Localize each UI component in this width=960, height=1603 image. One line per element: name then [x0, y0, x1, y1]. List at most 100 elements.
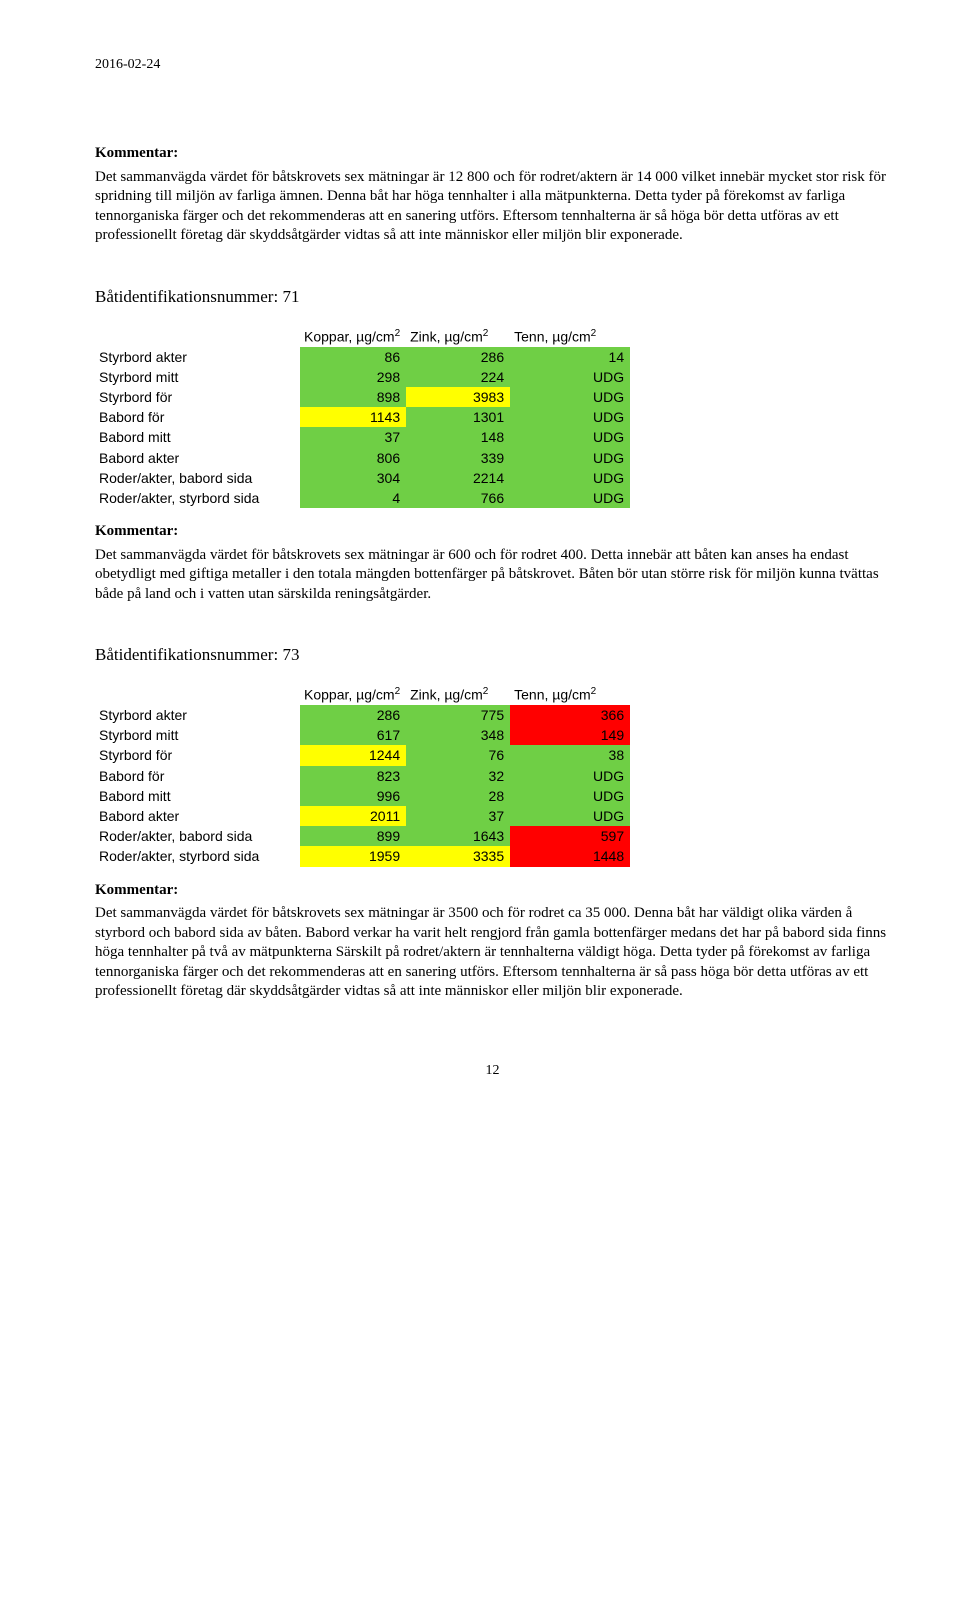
kommentar-label-top: Kommentar:	[95, 144, 890, 164]
tenn-cell: UDG	[510, 488, 630, 508]
koppar-cell: 1143	[300, 407, 406, 427]
table-row: Roder/akter, styrbord sida4766UDG	[95, 488, 630, 508]
table-row: Styrbord för12447638	[95, 745, 630, 765]
koppar-cell: 806	[300, 448, 406, 468]
row-label: Babord mitt	[95, 786, 300, 806]
zink-cell: 339	[406, 448, 510, 468]
table-row: Roder/akter, styrbord sida195933351448	[95, 846, 630, 866]
zink-cell: 286	[406, 347, 510, 367]
zink-cell: 28	[406, 786, 510, 806]
zink-cell: 76	[406, 745, 510, 765]
row-label: Styrbord för	[95, 745, 300, 765]
koppar-cell: 1959	[300, 846, 406, 866]
comment-73: Det sammanvägda värdet för båtskrovets s…	[95, 904, 890, 1002]
row-label: Babord för	[95, 407, 300, 427]
table-row: Babord för82332UDG	[95, 766, 630, 786]
tenn-cell: UDG	[510, 367, 630, 387]
zink-cell: 766	[406, 488, 510, 508]
row-label: Roder/akter, babord sida	[95, 826, 300, 846]
row-label: Styrbord akter	[95, 705, 300, 725]
koppar-cell: 2011	[300, 806, 406, 826]
zink-cell: 1643	[406, 826, 510, 846]
tenn-cell: UDG	[510, 806, 630, 826]
row-label: Styrbord akter	[95, 347, 300, 367]
tenn-cell: UDG	[510, 786, 630, 806]
row-label: Roder/akter, babord sida	[95, 468, 300, 488]
tenn-cell: 149	[510, 725, 630, 745]
kommentar-label-73: Kommentar:	[95, 881, 890, 901]
table-header-row: Koppar, µg/cm2 Zink, µg/cm2 Tenn, µg/cm2	[95, 326, 630, 347]
tenn-cell: UDG	[510, 387, 630, 407]
zink-cell: 2214	[406, 468, 510, 488]
table-row: Babord mitt99628UDG	[95, 786, 630, 806]
table-row: Babord för11431301UDG	[95, 407, 630, 427]
zink-cell: 32	[406, 766, 510, 786]
table-row: Babord mitt37148UDG	[95, 427, 630, 447]
header-blank	[95, 326, 300, 347]
table-row: Roder/akter, babord sida3042214UDG	[95, 468, 630, 488]
heading-73: Båtidentifikationsnummer: 73	[95, 644, 890, 666]
koppar-cell: 304	[300, 468, 406, 488]
koppar-cell: 823	[300, 766, 406, 786]
tenn-cell: UDG	[510, 448, 630, 468]
koppar-cell: 86	[300, 347, 406, 367]
koppar-cell: 298	[300, 367, 406, 387]
zink-cell: 348	[406, 725, 510, 745]
page-number: 12	[95, 1062, 890, 1080]
table-row: Styrbord akter8628614	[95, 347, 630, 367]
table-row: Babord akter806339UDG	[95, 448, 630, 468]
tenn-cell: UDG	[510, 766, 630, 786]
tenn-cell: 597	[510, 826, 630, 846]
header-zink: Zink, µg/cm2	[406, 326, 510, 347]
row-label: Styrbord för	[95, 387, 300, 407]
row-label: Babord mitt	[95, 427, 300, 447]
header-koppar: Koppar, µg/cm2	[300, 684, 406, 705]
row-label: Styrbord mitt	[95, 367, 300, 387]
zink-cell: 3335	[406, 846, 510, 866]
table-row: Styrbord mitt298224UDG	[95, 367, 630, 387]
zink-cell: 148	[406, 427, 510, 447]
page-date: 2016-02-24	[95, 56, 890, 74]
table-row: Roder/akter, babord sida8991643597	[95, 826, 630, 846]
tenn-cell: 38	[510, 745, 630, 765]
koppar-cell: 899	[300, 826, 406, 846]
table-row: Styrbord för8983983UDG	[95, 387, 630, 407]
top-comment: Det sammanvägda värdet för båtskrovets s…	[95, 168, 890, 246]
header-tenn: Tenn, µg/cm2	[510, 684, 630, 705]
table-row: Styrbord akter286775366	[95, 705, 630, 725]
zink-cell: 224	[406, 367, 510, 387]
row-label: Babord för	[95, 766, 300, 786]
kommentar-label-71: Kommentar:	[95, 522, 890, 542]
tenn-cell: UDG	[510, 427, 630, 447]
table-71: Koppar, µg/cm2 Zink, µg/cm2 Tenn, µg/cm2…	[95, 326, 630, 508]
tenn-cell: 14	[510, 347, 630, 367]
table-row: Styrbord mitt617348149	[95, 725, 630, 745]
koppar-cell: 1244	[300, 745, 406, 765]
table-header-row: Koppar, µg/cm2 Zink, µg/cm2 Tenn, µg/cm2	[95, 684, 630, 705]
tenn-cell: 1448	[510, 846, 630, 866]
row-label: Babord akter	[95, 448, 300, 468]
table-73: Koppar, µg/cm2 Zink, µg/cm2 Tenn, µg/cm2…	[95, 684, 630, 866]
row-label: Roder/akter, styrbord sida	[95, 846, 300, 866]
comment-71: Det sammanvägda värdet för båtskrovets s…	[95, 546, 890, 605]
koppar-cell: 617	[300, 725, 406, 745]
header-blank	[95, 684, 300, 705]
tenn-cell: UDG	[510, 407, 630, 427]
tenn-cell: 366	[510, 705, 630, 725]
zink-cell: 1301	[406, 407, 510, 427]
tenn-cell: UDG	[510, 468, 630, 488]
heading-71: Båtidentifikationsnummer: 71	[95, 286, 890, 308]
row-label: Babord akter	[95, 806, 300, 826]
header-zink: Zink, µg/cm2	[406, 684, 510, 705]
koppar-cell: 286	[300, 705, 406, 725]
row-label: Roder/akter, styrbord sida	[95, 488, 300, 508]
header-tenn: Tenn, µg/cm2	[510, 326, 630, 347]
zink-cell: 775	[406, 705, 510, 725]
table-row: Babord akter201137UDG	[95, 806, 630, 826]
koppar-cell: 898	[300, 387, 406, 407]
header-koppar: Koppar, µg/cm2	[300, 326, 406, 347]
koppar-cell: 996	[300, 786, 406, 806]
zink-cell: 37	[406, 806, 510, 826]
zink-cell: 3983	[406, 387, 510, 407]
koppar-cell: 37	[300, 427, 406, 447]
